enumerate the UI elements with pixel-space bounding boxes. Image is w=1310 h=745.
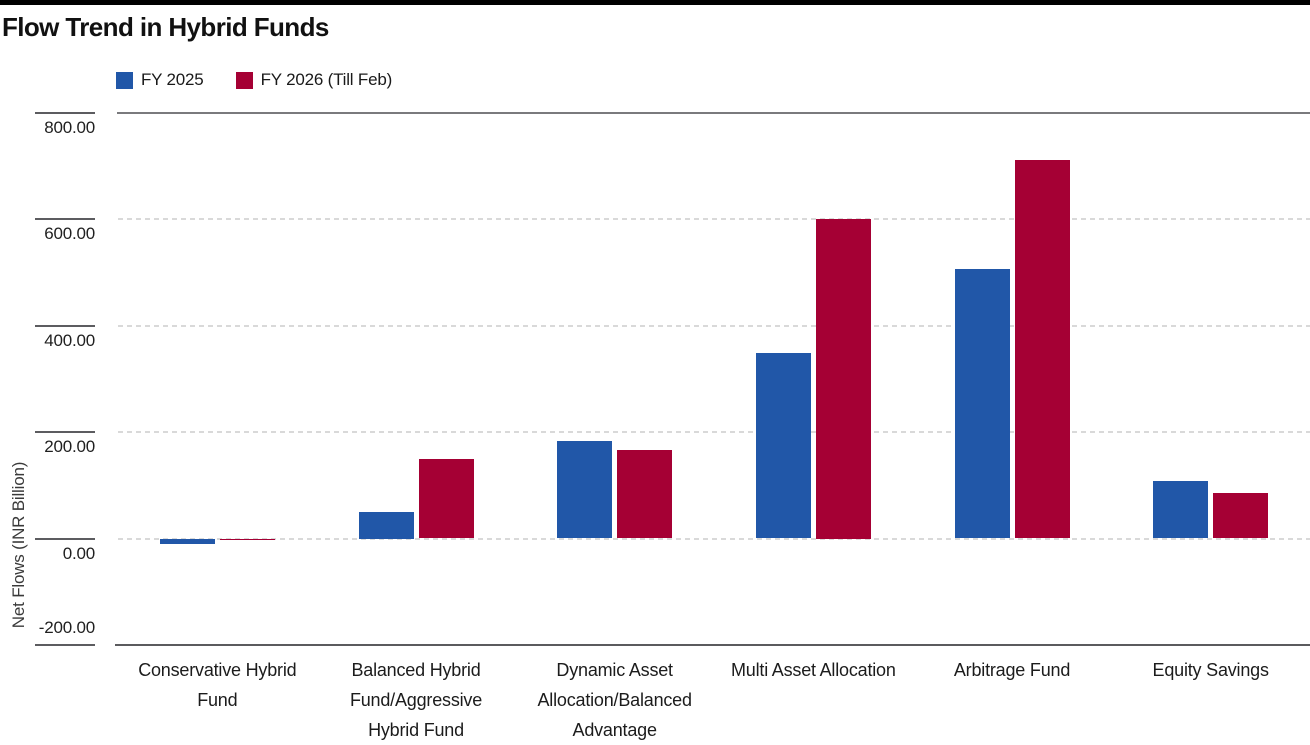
legend: FY 2025 FY 2026 (Till Feb) xyxy=(116,70,392,90)
legend-item-fy2026: FY 2026 (Till Feb) xyxy=(235,70,393,90)
chart-title: Flow Trend in Hybrid Funds xyxy=(2,12,329,42)
bar-fy2025-1 xyxy=(159,538,215,545)
bar-fy2026-6 xyxy=(1213,493,1269,539)
x-category-label: Balanced Hybrid Fund/Aggressive Hybrid F… xyxy=(349,660,483,740)
legend-label: FY 2026 (Till Feb) xyxy=(260,70,393,89)
bar-fy2025-5 xyxy=(954,269,1010,539)
y-axis-tick-label: -200.00 xyxy=(38,618,95,637)
legend-swatch-icon xyxy=(235,71,253,89)
bar-fy2026-3 xyxy=(617,449,673,539)
y-axis-tick xyxy=(35,324,95,327)
bar-fy2025-6 xyxy=(1153,480,1209,539)
y-axis-tick-label: 600.00 xyxy=(44,224,95,243)
x-category-label: Conservative Hybrid Fund xyxy=(138,660,297,710)
plot-top-border xyxy=(117,111,1310,114)
y-axis-tick-label: 200.00 xyxy=(44,437,95,456)
legend-label: FY 2025 xyxy=(141,70,204,89)
bar-fy2026-2 xyxy=(418,459,474,539)
y-axis-tick-label: 400.00 xyxy=(44,330,95,350)
legend-swatch-icon xyxy=(116,71,133,89)
y-axis-tick-label: 0.00 xyxy=(62,543,95,563)
x-category-label: Arbitrage Fund xyxy=(953,660,1071,680)
bar-fy2026-5 xyxy=(1014,159,1070,539)
h-gridline xyxy=(118,218,1310,220)
y-axis-tick-label: 800.00 xyxy=(44,117,95,137)
bar-fy2026-1 xyxy=(219,538,275,541)
bar-fy2025-3 xyxy=(557,440,613,539)
top-accent-bar xyxy=(0,0,1310,5)
bar-fy2025-4 xyxy=(755,352,811,539)
bar-fy2025-2 xyxy=(358,511,414,539)
y-axis-tick xyxy=(35,111,95,114)
x-axis-line xyxy=(115,644,1310,646)
y-axis-tick xyxy=(35,218,95,220)
h-gridline xyxy=(118,431,1310,433)
legend-item-fy2025: FY 2025 xyxy=(116,70,204,90)
h-gridline xyxy=(118,537,1310,540)
x-category-label: Multi Asset Allocation xyxy=(730,660,896,680)
bar-fy2026-4 xyxy=(815,219,871,539)
x-category-label: Equity Savings xyxy=(1152,660,1269,680)
x-category-label: Dynamic Asset Allocation/Balanced Advant… xyxy=(537,660,693,740)
y-axis-tick xyxy=(35,431,95,433)
y-axis-tick xyxy=(35,644,95,646)
h-gridline xyxy=(118,324,1310,327)
y-axis-tick xyxy=(35,537,95,540)
